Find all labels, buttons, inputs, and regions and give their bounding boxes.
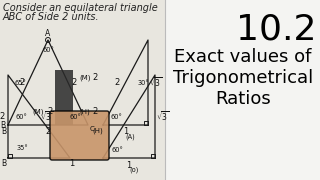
Text: 2: 2	[71, 78, 76, 87]
Text: Exact values of: Exact values of	[174, 48, 312, 66]
Text: 60°: 60°	[15, 114, 27, 120]
Text: $\sqrt{3}$: $\sqrt{3}$	[156, 110, 170, 123]
Text: C: C	[90, 126, 94, 132]
Text: B: B	[0, 120, 5, 129]
Text: (M): (M)	[32, 108, 44, 115]
Text: (o): (o)	[129, 167, 139, 173]
Text: (H): (H)	[92, 128, 103, 134]
Text: 1: 1	[126, 161, 132, 170]
Text: 2: 2	[92, 107, 98, 116]
Bar	[55, 70, 73, 125]
Text: 2: 2	[0, 112, 4, 121]
Text: $\sqrt{3}$: $\sqrt{3}$	[40, 110, 54, 123]
Text: 60°: 60°	[110, 114, 122, 120]
Bar	[0, 0, 165, 180]
Text: 60°: 60°	[42, 47, 54, 53]
Bar	[165, 0, 320, 180]
Text: 30°: 30°	[137, 80, 149, 86]
Text: $\sqrt{3}$: $\sqrt{3}$	[149, 76, 163, 89]
Text: 2: 2	[115, 78, 120, 87]
FancyBboxPatch shape	[50, 111, 109, 160]
Text: Consider an equilateral triangle: Consider an equilateral triangle	[3, 3, 158, 13]
Text: ABC of Side 2 units.: ABC of Side 2 units.	[3, 12, 100, 22]
Text: 60°: 60°	[69, 114, 81, 120]
Text: B: B	[1, 159, 7, 168]
Text: B: B	[1, 127, 7, 136]
Text: 10.2: 10.2	[236, 12, 317, 46]
Text: A: A	[45, 28, 51, 37]
Text: Ratios: Ratios	[215, 90, 271, 108]
Text: (A): (A)	[126, 134, 135, 140]
Text: 1: 1	[69, 159, 75, 168]
Text: 2: 2	[92, 73, 98, 82]
Text: 65°: 65°	[14, 80, 26, 86]
Text: 2: 2	[47, 107, 52, 116]
Text: Trigonometrical: Trigonometrical	[173, 69, 313, 87]
Text: 2: 2	[20, 78, 25, 87]
Text: 60°: 60°	[111, 147, 123, 153]
Text: 2: 2	[45, 127, 51, 136]
Text: (H): (H)	[80, 108, 90, 115]
Text: (M): (M)	[79, 74, 91, 81]
Text: 35°: 35°	[16, 145, 28, 151]
Text: 1: 1	[123, 127, 128, 136]
